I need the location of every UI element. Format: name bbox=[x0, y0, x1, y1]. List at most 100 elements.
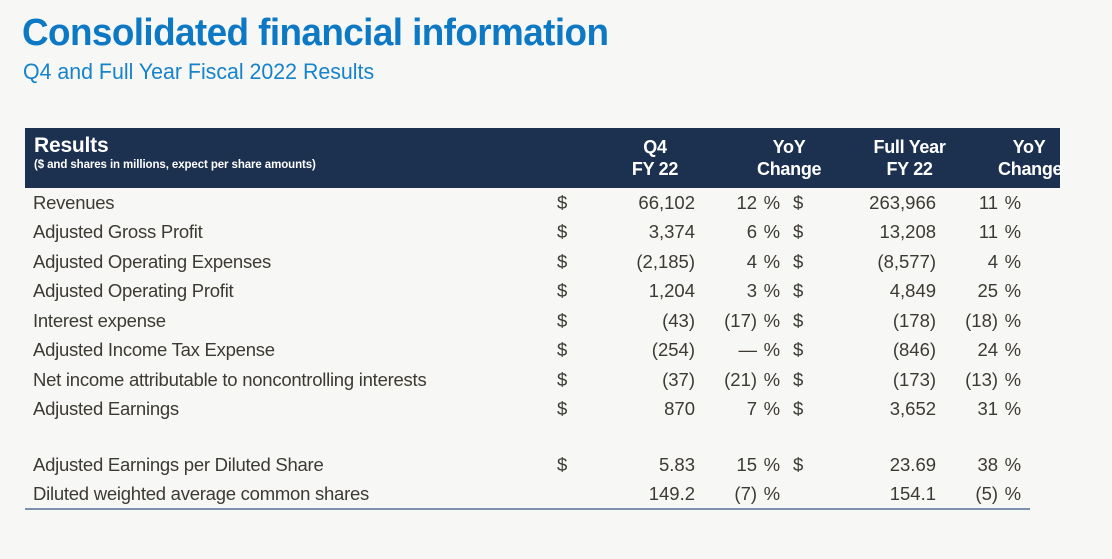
fy-value: (8,577) bbox=[877, 250, 937, 272]
q4-change: 12 bbox=[736, 191, 758, 213]
fy-change: 4 bbox=[987, 250, 999, 272]
fy-value: (178) bbox=[892, 309, 937, 331]
q4-value: (254) bbox=[651, 339, 695, 361]
fy-percent-sign: % bbox=[1004, 280, 1022, 302]
q4-currency: $ bbox=[557, 453, 568, 475]
table-row: Adjusted Operating Expenses $ (2,185) 4% $ (8… bbox=[25, 247, 1060, 277]
q4-currency: $ bbox=[557, 280, 568, 302]
fy-currency bbox=[789, 479, 822, 510]
q4-percent-sign: % bbox=[763, 398, 781, 420]
fy-change: 38 bbox=[977, 453, 999, 475]
q4-percent-sign: % bbox=[763, 191, 781, 213]
table-row: Net income attributable to noncontrollin… bbox=[25, 365, 1060, 395]
q4-value: (2,185) bbox=[636, 250, 695, 272]
q4-value: (43) bbox=[662, 309, 695, 331]
fy-value: 263,966 bbox=[869, 191, 937, 213]
q4-change: 15 bbox=[736, 453, 758, 475]
q4-change: — bbox=[738, 339, 758, 361]
q4-change: 4 bbox=[746, 250, 758, 272]
fy-currency: $ bbox=[793, 398, 804, 420]
fy-percent-sign: % bbox=[1004, 398, 1022, 420]
fy-change: 11 bbox=[978, 221, 999, 243]
table-body: Revenues $66,102 12% $263,966 11% Adjusted Gr… bbox=[25, 188, 1060, 510]
column-header-yoy-fy-line2: Change bbox=[998, 159, 1063, 179]
fy-change: (13) bbox=[965, 368, 999, 390]
q4-currency: $ bbox=[557, 398, 568, 420]
column-header-yoy-fy-line1: YoY bbox=[1012, 137, 1046, 157]
q4-percent-sign: % bbox=[763, 221, 781, 243]
q4-change: (17) bbox=[724, 309, 758, 331]
page-subtitle: Q4 and Full Year Fiscal 2022 Results bbox=[23, 59, 375, 84]
table-row: Diluted weighted average common shares 14… bbox=[25, 479, 1060, 510]
table-header-row: Results ($ and shares in millions, expec… bbox=[25, 128, 1063, 188]
row-label: Revenues bbox=[33, 191, 115, 213]
fy-percent-sign: % bbox=[1004, 453, 1022, 475]
column-header-yoy-q4-line1: YoY bbox=[772, 137, 806, 157]
column-header-yoy-full-year: YoY Change bbox=[998, 128, 1063, 188]
table-spacer-cell bbox=[25, 424, 1030, 450]
table-row: Interest expense $ (43) (17)% $ (178) (18)% bbox=[25, 306, 1060, 336]
q4-change: (7) bbox=[697, 479, 758, 510]
fy-currency: $ bbox=[793, 339, 804, 361]
fy-value: 23.69 bbox=[889, 453, 937, 475]
q4-change: 7 bbox=[746, 398, 758, 420]
q4-percent-sign: % bbox=[763, 339, 781, 361]
fy-percent-sign: % bbox=[1004, 191, 1022, 213]
column-header-full-year-line2: FY 22 bbox=[886, 159, 933, 179]
row-label: Adjusted Income Tax Expense bbox=[33, 339, 275, 361]
fy-value: 154.1 bbox=[821, 479, 939, 510]
fy-change: 31 bbox=[977, 398, 999, 420]
q4-percent-sign: % bbox=[763, 280, 781, 302]
fy-currency: $ bbox=[793, 191, 804, 213]
row-label: Interest expense bbox=[33, 309, 166, 331]
fy-value: (846) bbox=[892, 339, 937, 361]
q4-change: 6 bbox=[746, 221, 758, 243]
slide-heading: Consolidated financial information Q4 an… bbox=[22, 10, 1092, 86]
fy-currency: $ bbox=[793, 453, 804, 475]
q4-currency: $ bbox=[557, 191, 568, 213]
fy-currency: $ bbox=[793, 250, 804, 272]
fy-change: (18) bbox=[965, 309, 999, 331]
q4-currency bbox=[553, 479, 585, 510]
q4-change: (21) bbox=[724, 368, 758, 390]
q4-percent-sign: % bbox=[763, 309, 781, 331]
financial-results-table: Results ($ and shares in millions, expec… bbox=[25, 128, 1063, 510]
table-spacer-row bbox=[25, 424, 1060, 450]
q4-percent-sign: % bbox=[763, 250, 781, 272]
q4-value: 1,204 bbox=[648, 280, 695, 302]
q4-currency: $ bbox=[557, 368, 568, 390]
fy-value: 3,652 bbox=[889, 398, 937, 420]
row-label: Net income attributable to noncontrollin… bbox=[33, 368, 427, 390]
fy-percent-sign: % bbox=[1004, 368, 1022, 390]
fy-currency: $ bbox=[793, 280, 804, 302]
q4-percent-sign: % bbox=[757, 479, 790, 510]
results-header-note: ($ and shares in millions, expect per sh… bbox=[34, 159, 316, 171]
table-row: Adjusted Gross Profit $3,374 6% $13,208 11% bbox=[25, 218, 1060, 248]
q4-currency: $ bbox=[557, 221, 568, 243]
page-title: Consolidated financial information bbox=[22, 12, 609, 54]
fy-value: (173) bbox=[892, 368, 937, 390]
row-label: Adjusted Earnings bbox=[33, 398, 179, 420]
q4-currency: $ bbox=[557, 250, 568, 272]
q4-value: 66,102 bbox=[638, 191, 695, 213]
row-label: Adjusted Gross Profit bbox=[33, 221, 203, 243]
column-header-q4-line1: Q4 bbox=[643, 137, 667, 157]
fy-value: 13,208 bbox=[879, 221, 937, 243]
fy-percent-sign: % bbox=[1004, 339, 1022, 361]
fy-percent-sign: % bbox=[1004, 221, 1022, 243]
fy-value: 4,849 bbox=[889, 280, 937, 302]
row-label: Adjusted Operating Profit bbox=[33, 280, 234, 302]
q4-change: 3 bbox=[746, 280, 758, 302]
table-header: Results ($ and shares in millions, expec… bbox=[25, 128, 1063, 188]
table-row: Adjusted Earnings $870 7% $3,652 31% bbox=[25, 395, 1060, 425]
table-row: Adjusted Operating Profit $1,204 3% $4,849 2… bbox=[25, 277, 1060, 307]
q4-value: 149.2 bbox=[585, 479, 697, 510]
q4-value: 3,374 bbox=[648, 221, 695, 243]
results-header-label: Results bbox=[34, 134, 109, 157]
fy-currency: $ bbox=[793, 221, 804, 243]
q4-percent-sign: % bbox=[763, 453, 781, 475]
q4-currency: $ bbox=[557, 339, 568, 361]
column-header-full-year: Full Year FY 22 bbox=[821, 128, 998, 188]
fy-percent-sign: % bbox=[1004, 250, 1022, 272]
row-label: Adjusted Operating Expenses bbox=[33, 250, 272, 272]
